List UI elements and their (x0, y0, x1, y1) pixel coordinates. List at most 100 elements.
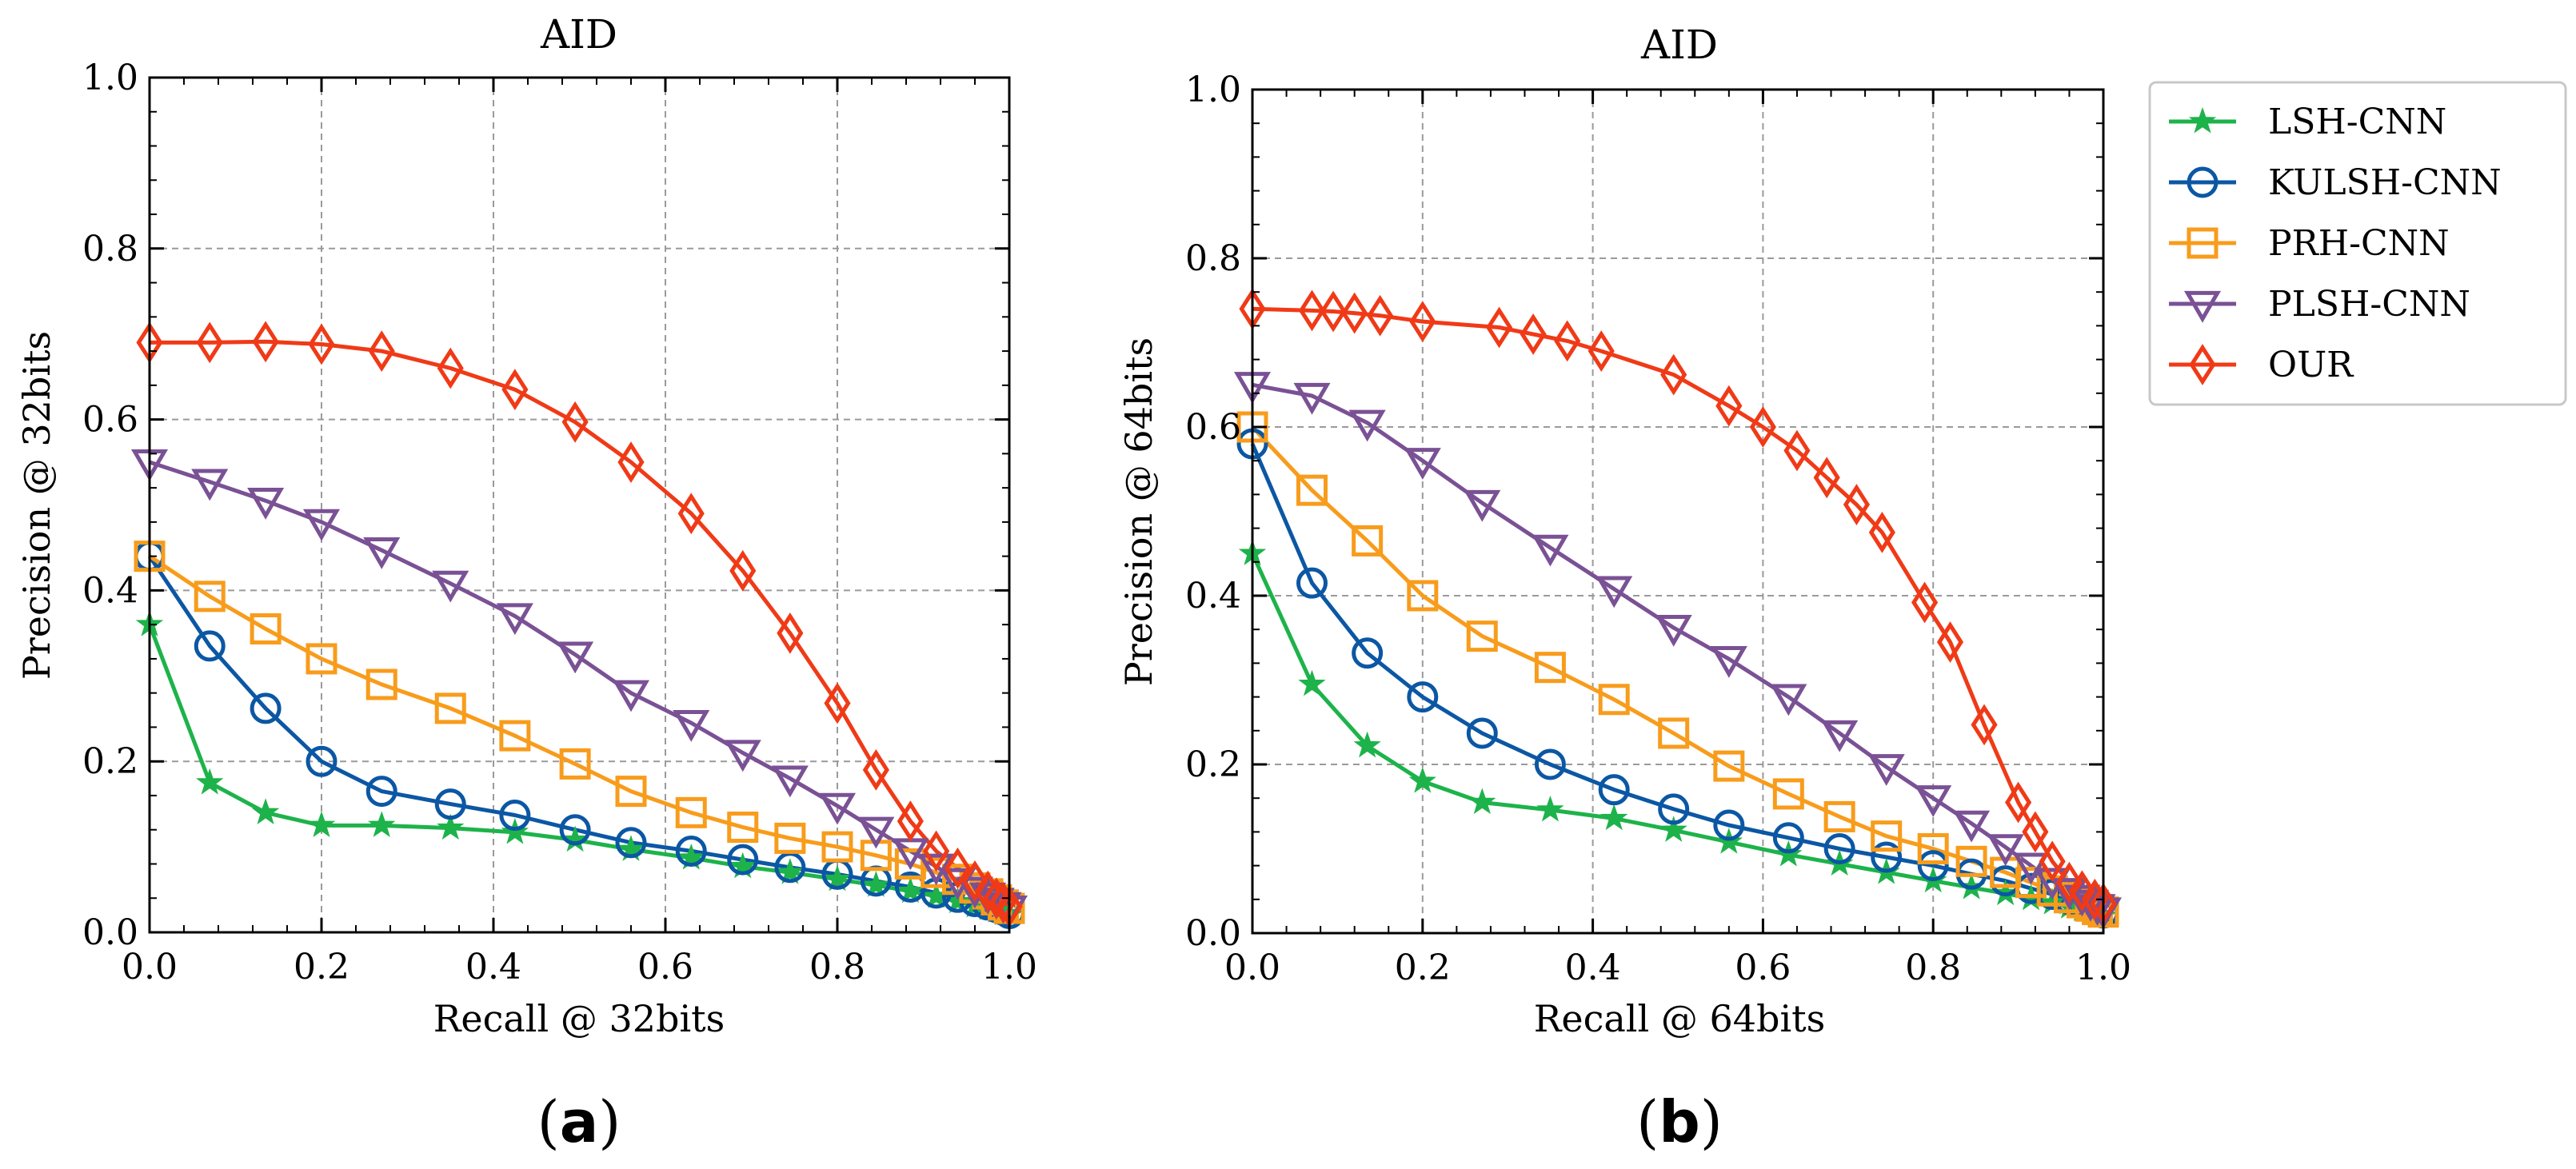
data-point-prh-cnn (774, 822, 806, 854)
x-tick-label: 0.2 (294, 947, 349, 987)
data-point-prh-cnn (1955, 845, 1987, 877)
data-point-kulsh-cnn (365, 776, 397, 808)
data-point-plsh-cnn (1987, 834, 2024, 867)
panel-label: (a) (537, 1088, 621, 1155)
data-point-our (944, 847, 972, 889)
data-point-plsh-cnn (1348, 409, 1386, 442)
data-point-our (1588, 330, 1615, 372)
data-point-our (561, 401, 589, 443)
data-point-our (1660, 353, 1687, 396)
data-point-our (989, 881, 1017, 924)
data-point-kulsh-cnn (1713, 809, 1745, 841)
legend-marker-prh-cnn (2187, 227, 2219, 259)
chart-title: AID (1640, 22, 1718, 68)
data-point-our (368, 330, 395, 372)
data-point-our (1520, 313, 1547, 355)
data-point-our (2039, 840, 2066, 883)
legend-box (2148, 81, 2567, 406)
data-point-kulsh-cnn (434, 788, 466, 820)
data-point-lsh-cnn (196, 768, 224, 795)
data-point-prh-cnn (675, 796, 707, 828)
data-point-lsh-cnn (1353, 731, 1381, 758)
data-point-lsh-cnn (501, 817, 529, 844)
data-point-plsh-cnn (1404, 448, 1441, 480)
series-line-prh-cnn (1251, 425, 2104, 914)
data-point-lsh-cnn (1600, 804, 1628, 831)
x-tick-label: 0.4 (465, 947, 521, 987)
x-tick-label: 0.6 (637, 947, 693, 987)
data-point-plsh-cnn (1655, 614, 1692, 647)
data-point-kulsh-cnn (1871, 841, 1903, 873)
data-point-our (308, 323, 335, 365)
legend-label: LSH-CNN (2268, 102, 2446, 142)
data-point-lsh-cnn (823, 864, 852, 892)
data-point-plsh-cnn (432, 570, 469, 603)
data-point-prh-cnn (1466, 620, 1498, 652)
x-tick-label: 0.6 (1735, 948, 1791, 988)
data-point-our (252, 321, 279, 363)
data-point-plsh-cnn (2012, 852, 2050, 885)
data-point-plsh-cnn (302, 509, 341, 541)
data-point-prh-cnn (1823, 800, 1855, 832)
data-point-prh-cnn (1352, 525, 1384, 557)
data-point-kulsh-cnn (727, 844, 759, 876)
plot-frame (1251, 88, 2105, 935)
data-point-our (1715, 385, 1743, 427)
data-point-prh-cnn (499, 720, 531, 752)
y-axis-label: Precision @ 64bits (1117, 337, 1160, 686)
data-point-plsh-cnn (1867, 754, 1905, 786)
data-point-prh-cnn (559, 748, 591, 780)
data-point-our (1936, 621, 1964, 663)
data-point-lsh-cnn (776, 858, 804, 884)
x-tick-label: 0.0 (122, 947, 178, 987)
data-point-plsh-cnn (724, 740, 761, 772)
data-point-prh-cnn (1598, 684, 1630, 716)
x-tick-label: 0.0 (1224, 948, 1280, 988)
data-point-our (824, 682, 851, 724)
x-tick-label: 0.2 (1395, 948, 1451, 988)
data-point-prh-cnn (1534, 652, 1566, 684)
data-point-plsh-cnn (612, 680, 650, 712)
x-tick-label: 1.0 (981, 947, 1037, 987)
data-point-kulsh-cnn (1772, 822, 1804, 854)
y-tick-label: 0.4 (82, 570, 138, 611)
series-layer (1233, 288, 2123, 930)
series-line-kulsh-cnn (1250, 443, 2104, 915)
data-point-plsh-cnn (1953, 810, 1991, 843)
data-point-prh-cnn (194, 581, 226, 612)
y-tick-label: 0.8 (1185, 238, 1241, 279)
data-point-plsh-cnn (1770, 684, 1807, 716)
grid (150, 78, 1009, 932)
series-line-prh-cnn (148, 554, 1011, 911)
x-tick-label: 0.8 (809, 947, 865, 987)
y-tick-label: 1.0 (1185, 70, 1241, 110)
data-point-lsh-cnn (252, 798, 280, 824)
legend-label: PLSH-CNN (2268, 284, 2470, 325)
data-point-kulsh-cnn (1917, 850, 1949, 882)
data-point-plsh-cnn (1532, 534, 1569, 567)
data-point-our (2068, 870, 2095, 912)
y-tick-label: 1.0 (82, 58, 138, 98)
data-point-our (897, 800, 924, 842)
y-tick-label: 0.8 (82, 229, 138, 269)
chart-title: AID (540, 11, 617, 58)
data-point-plsh-cnn (247, 488, 285, 520)
y-tick-label: 0.6 (82, 400, 138, 441)
data-point-our (1813, 457, 1840, 499)
data-point-kulsh-cnn (1598, 774, 1630, 806)
data-point-plsh-cnn (857, 816, 895, 849)
data-point-our (1971, 704, 1998, 746)
y-tick-label: 0.0 (1185, 913, 1241, 954)
data-point-our (2081, 878, 2108, 920)
legend-label: KULSH-CNN (2268, 162, 2502, 203)
legend-label: PRH-CNN (2268, 223, 2450, 264)
data-point-kulsh-cnn (675, 835, 707, 867)
data-point-lsh-cnn (307, 811, 336, 837)
y-axis-label: Precision @ 32bits (15, 331, 58, 680)
data-point-our (862, 749, 889, 791)
x-tick-label: 1.0 (2075, 948, 2131, 988)
data-point-kulsh-cnn (499, 800, 531, 832)
data-point-plsh-cnn (191, 469, 229, 501)
data-point-our (1554, 320, 1581, 362)
